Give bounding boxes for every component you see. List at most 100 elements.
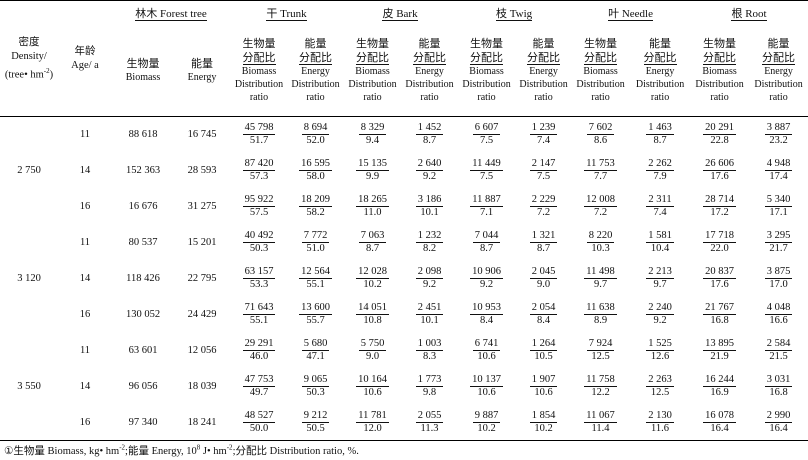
section-header-bark: 皮 Bark — [343, 0, 458, 25]
ratio: 16.8 — [769, 387, 788, 398]
ratio-cell: 2 098 9.2 — [402, 261, 457, 297]
biomass-cell: 152 363 — [125, 165, 161, 176]
ratio-cell: 2 584 21.5 — [749, 333, 808, 369]
section-en: Trunk — [280, 7, 307, 20]
fraction: 1 854 10.2 — [529, 410, 558, 435]
ratio: 10.6 — [363, 387, 382, 398]
amount: 1 452 — [415, 122, 444, 136]
ratio: 9.7 — [653, 279, 667, 290]
energy-cell: 18 039 — [187, 381, 217, 392]
ratio: 7.1 — [479, 207, 494, 218]
amount: 11 638 — [584, 302, 617, 315]
ratio: 10.2 — [477, 422, 496, 434]
ratio: 21.7 — [769, 243, 788, 254]
ratio-cell: 2 130 11.6 — [630, 404, 691, 441]
ratio: 7.5 — [479, 171, 494, 182]
fraction: 71 643 55.1 — [242, 302, 276, 327]
fraction: 16 595 58.0 — [299, 158, 332, 183]
biomass-header-en: Biomass — [125, 71, 161, 83]
dist-header-en2: Distribution — [519, 78, 568, 90]
amount: 2 311 — [646, 194, 674, 207]
amount: 11 758 — [584, 374, 617, 387]
ratio-cell: 13 895 21.9 — [690, 333, 749, 369]
amount: 3 887 — [764, 122, 793, 136]
amount: 5 340 — [764, 194, 793, 207]
ratio-cell: 2 229 7.2 — [516, 189, 571, 225]
ratio: 7.2 — [536, 207, 551, 218]
biomass-cell: 16 676 — [128, 201, 158, 212]
amount: 71 643 — [242, 302, 276, 315]
ratio: 7.5 — [479, 135, 494, 147]
amount: 16 244 — [703, 374, 736, 387]
fraction: 45 798 51.7 — [242, 122, 276, 147]
ratio: 49.7 — [249, 387, 269, 398]
ratio: 7.7 — [593, 171, 608, 182]
fraction: 48 527 50.0 — [242, 410, 276, 435]
footnote-dist-en: Distribution ratio — [269, 446, 343, 457]
amount: 18 209 — [299, 194, 332, 207]
fraction: 7 924 12.5 — [586, 338, 615, 363]
fraction: 2 098 9.2 — [415, 266, 444, 291]
ratio-cell: 2 451 10.1 — [402, 297, 457, 333]
amount: 17 718 — [703, 230, 736, 243]
fraction: 11 887 7.1 — [470, 194, 503, 219]
ratio: 11.3 — [420, 422, 439, 434]
ratio: 11.6 — [651, 422, 670, 434]
biomass-header: 生物量 Biomass — [112, 24, 174, 117]
ratio-cell: 15 135 9.9 — [343, 153, 402, 189]
ratio-cell: 11 449 7.5 — [457, 153, 516, 189]
ratio: 8.4 — [536, 315, 551, 326]
ratio-cell: 14 051 10.8 — [343, 297, 402, 333]
biomass-cell: 130 052 — [125, 309, 161, 320]
fraction: 11 753 7.7 — [584, 158, 617, 183]
ratio-cell: 2 213 9.7 — [630, 261, 690, 297]
biomass-header-cn: 生物量 — [126, 56, 160, 70]
amount: 1 525 — [646, 338, 674, 351]
biomass-cell: 88 618 — [128, 129, 158, 141]
ratio: 12.0 — [363, 422, 382, 434]
amount: 10 137 — [470, 374, 503, 387]
fraction: 4 048 16.6 — [764, 302, 793, 327]
amount: 3 186 — [415, 194, 444, 207]
amount: 13 600 — [299, 302, 332, 315]
ratio-cell: 1 239 7.4 — [516, 117, 571, 153]
ratio: 46.0 — [249, 351, 269, 362]
dist-header-en2: Distribution — [576, 78, 625, 90]
fraction: 2 640 9.2 — [415, 158, 444, 183]
density-header-en: Density/ — [11, 50, 47, 62]
fraction: 21 767 16.8 — [703, 302, 736, 327]
fraction: 6 741 10.6 — [472, 338, 501, 363]
ratio: 17.1 — [769, 207, 788, 218]
ratio: 53.3 — [249, 279, 269, 290]
dist-header-en1: Biomass — [469, 65, 504, 77]
footnote-biomass-en: Biomass — [47, 446, 84, 457]
ratio-cell: 87 420 57.3 — [230, 153, 288, 189]
ratio: 22.8 — [710, 135, 729, 147]
ratio: 11.4 — [591, 422, 610, 434]
dist-header-en3: ratio — [591, 91, 610, 103]
ratio: 52.0 — [306, 135, 325, 147]
amount: 63 157 — [242, 266, 276, 279]
fraction: 11 781 12.0 — [356, 410, 389, 435]
section-header-twig: 枝 Twig — [457, 0, 572, 25]
ratio-cell: 10 953 8.4 — [457, 297, 516, 333]
fraction: 3 295 21.7 — [764, 230, 793, 255]
ratio-cell: 29 291 46.0 — [230, 333, 288, 369]
ratio-cell: 2 263 12.5 — [630, 369, 690, 405]
data-table: 密度 Density/ (tree• hm-2) 年龄 Age/ a 林木 Fo… — [0, 0, 808, 441]
ratio: 17.4 — [769, 171, 788, 182]
amount: 4 048 — [764, 302, 793, 315]
ratio-cell: 13 600 55.7 — [288, 297, 343, 333]
amount: 10 953 — [470, 302, 503, 315]
dist-header-cn2: 分配比 — [242, 50, 276, 65]
fraction: 4 948 17.4 — [764, 158, 793, 183]
fraction: 8 694 52.0 — [301, 122, 330, 147]
amount: 1 773 — [415, 374, 444, 387]
dist-header-en3: ratio — [534, 91, 553, 103]
ratio-cell: 18 209 58.2 — [288, 189, 343, 225]
fraction: 10 906 9.2 — [470, 266, 503, 291]
dist-header-en3: ratio — [769, 91, 788, 103]
amount: 40 492 — [242, 230, 276, 243]
amount: 20 837 — [703, 266, 736, 279]
ratio-cell: 7 602 8.6 — [571, 117, 630, 153]
